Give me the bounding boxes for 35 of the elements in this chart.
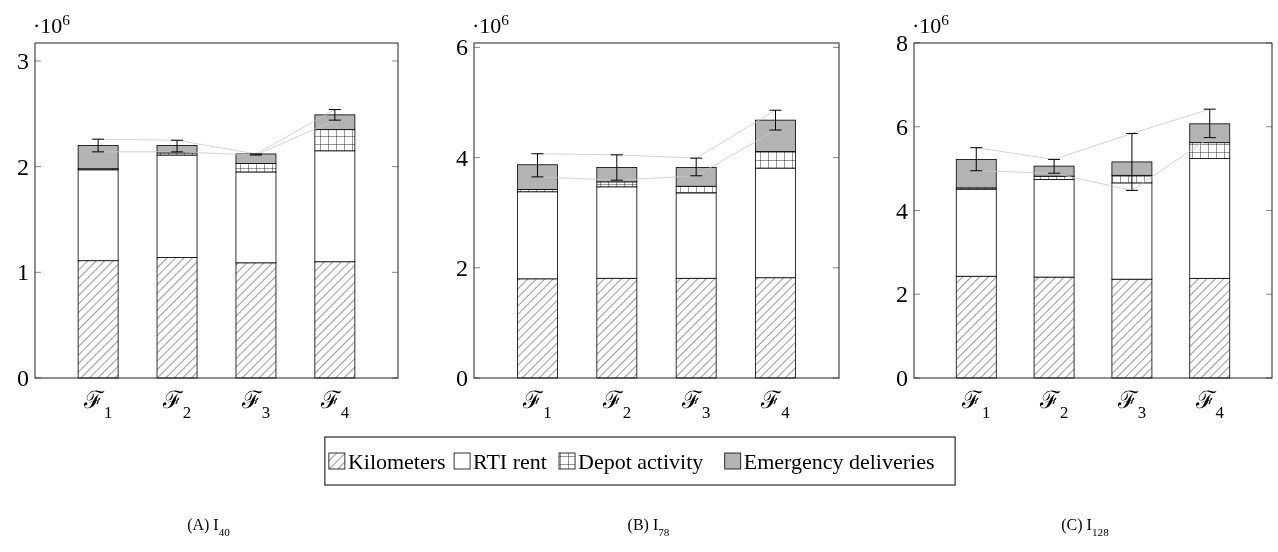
x-tick-label: ℱ$_{2}$ [601, 387, 632, 422]
text: (C) I$_{128}$ [1061, 516, 1110, 538]
y-tick-label: 2 [456, 254, 468, 281]
y-tick-label: 0 [17, 365, 29, 391]
x-tick-label: ℱ$_{4}$ [760, 387, 791, 422]
x-tick-label: ℱ$_{1}$ [961, 387, 991, 422]
y-tick-label: 0 [896, 365, 908, 391]
y-tick-label: 6 [456, 34, 468, 61]
y-tick-label: 6 [896, 113, 908, 140]
x-tick-label: ℱ$_{4}$ [319, 387, 350, 422]
x-tick-label: ℱ$_{2}$ [161, 387, 192, 422]
legend-label: Kilometers [347, 449, 446, 474]
x-tick-label: ℱ$_{3}$ [1116, 387, 1147, 422]
legend-label: RTI rent [473, 449, 547, 474]
legend-label: Depot activity [578, 449, 704, 474]
text: ·10$^{6}$ [472, 10, 510, 38]
y-tick-label: 3 [17, 47, 29, 74]
x-tick-label: ℱ$_{2}$ [1038, 387, 1069, 422]
x-tick-label: ℱ$_{3}$ [240, 387, 271, 422]
text: (B) I$_{78}$ [627, 516, 670, 538]
y-tick-label: 0 [456, 365, 468, 391]
x-tick-label: ℱ$_{1}$ [522, 387, 552, 422]
x-tick-label: ℱ$_{3}$ [680, 387, 711, 422]
text: ·10$^{6}$ [33, 10, 71, 38]
y-tick-label: 4 [896, 197, 908, 224]
y-tick-label: 2 [17, 153, 29, 180]
x-tick-label: ℱ$_{4}$ [1194, 387, 1225, 422]
legend-label: Emergency deliveries [743, 449, 935, 474]
text: (A) I$_{40}$ [187, 516, 231, 538]
y-tick-label: 4 [456, 144, 468, 171]
x-tick-label: ℱ$_{1}$ [82, 387, 113, 422]
text: ·10$^{6}$ [912, 10, 950, 38]
y-tick-label: 8 [896, 30, 908, 56]
y-tick-label: 1 [17, 259, 29, 286]
y-tick-label: 2 [896, 281, 908, 308]
